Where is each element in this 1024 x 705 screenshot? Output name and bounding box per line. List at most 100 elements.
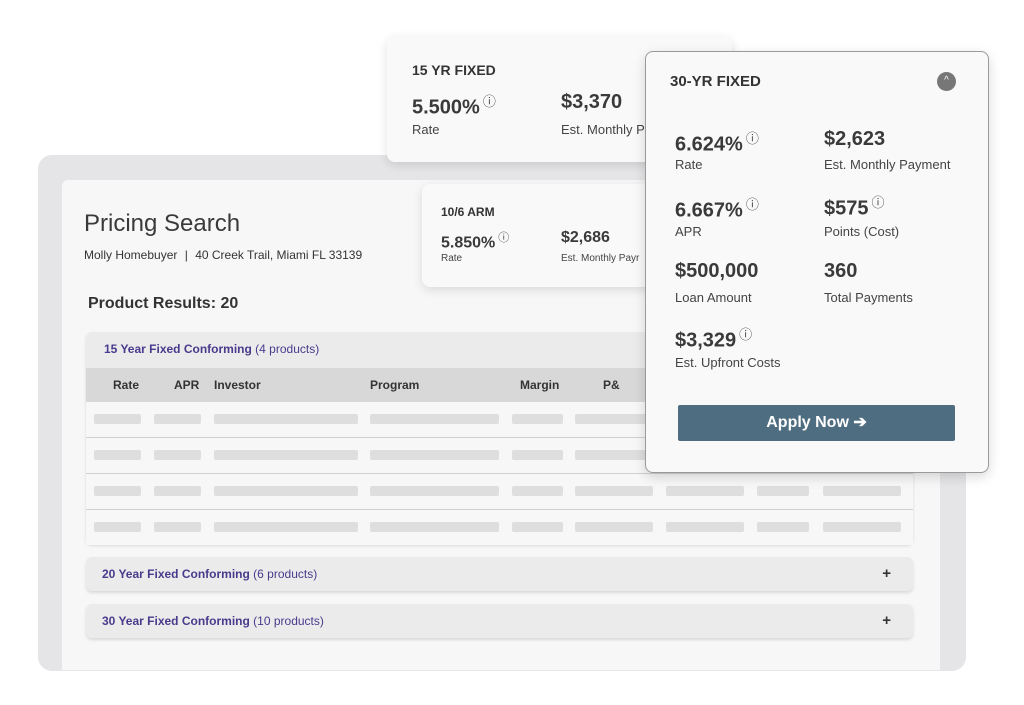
placeholder-cell [370, 414, 499, 424]
page-title: Pricing Search [84, 210, 241, 237]
apply-now-button[interactable]: Apply Now ➔ [678, 405, 955, 441]
info-icon[interactable]: ⓘ [739, 327, 753, 342]
upfront-costs-label: Est. Upfront Costs [675, 355, 781, 370]
group-count: (10 products) [253, 614, 324, 628]
placeholder-cell [823, 522, 901, 532]
card-title: 15 YR FIXED [412, 62, 496, 78]
rate-label: Rate [441, 253, 463, 264]
info-icon[interactable]: ⓘ [745, 197, 759, 212]
placeholder-cell [154, 486, 201, 496]
column-header-p-and-i[interactable]: P& [603, 378, 620, 392]
info-icon[interactable]: ⓘ [498, 232, 510, 244]
accordion-30-year-fixed[interactable]: 30 Year Fixed Conforming (10 products) + [86, 604, 913, 638]
property-address: 40 Creek Trail, Miami FL 33139 [195, 248, 363, 262]
rate-value: 5.850% ⓘ [441, 229, 509, 252]
payment-value: $2,686 [561, 229, 610, 246]
info-icon[interactable]: ⓘ [482, 94, 496, 109]
table-row[interactable] [86, 474, 913, 510]
placeholder-cell [94, 414, 141, 424]
total-payments-value: 360 [824, 260, 858, 282]
apr-label: APR [675, 224, 702, 239]
payment-value: $2,623 [824, 128, 886, 150]
column-header-apr[interactable]: APR [174, 378, 200, 392]
placeholder-cell [370, 522, 499, 532]
placeholder-cell [370, 450, 499, 460]
placeholder-cell [214, 522, 358, 532]
rate-card-10-6-arm[interactable]: 10/6 ARM 5.850% ⓘ Rate $2,686 Est. Monthl… [422, 184, 662, 287]
expand-icon[interactable]: + [882, 612, 891, 629]
payment-label: Est. Monthly P [561, 122, 645, 137]
table-body [86, 402, 913, 545]
rate-value: 5.500% ⓘ [412, 91, 496, 120]
placeholder-cell [214, 450, 358, 460]
upfront-costs-value: $3,329 ⓘ [675, 324, 752, 353]
payment-label: Est. Monthly Payment [824, 157, 951, 172]
payment-label: Est. Monthly Payr [561, 253, 640, 264]
payment-value: $3,370 [561, 91, 623, 113]
loan-amount-label: Loan Amount [675, 290, 752, 305]
card-title: 10/6 ARM [441, 205, 495, 219]
placeholder-cell [154, 450, 201, 460]
expand-icon[interactable]: + [882, 565, 891, 582]
apr-text: 6.667% [675, 199, 743, 222]
points-text: $575 [824, 197, 869, 220]
placeholder-cell [823, 486, 901, 496]
placeholder-cell [94, 486, 141, 496]
separator: | [184, 248, 188, 262]
borrower-line: Molly Homebuyer | 40 Creek Trail, Miami … [84, 248, 362, 262]
group-name: 20 Year Fixed Conforming [102, 567, 250, 581]
info-icon[interactable]: ⓘ [745, 131, 759, 146]
placeholder-cell [512, 450, 563, 460]
rate-text: 6.624% [675, 133, 743, 156]
accordion-20-year-fixed[interactable]: 20 Year Fixed Conforming (6 products) + [86, 557, 913, 591]
group-name: 30 Year Fixed Conforming [102, 614, 250, 628]
placeholder-cell [757, 522, 809, 532]
placeholder-cell [214, 414, 358, 424]
placeholder-cell [94, 522, 141, 532]
table-row[interactable] [86, 402, 913, 438]
rate-text: 5.850% [441, 234, 496, 252]
card-title: 30-YR FIXED [670, 73, 761, 90]
placeholder-cell [370, 486, 499, 496]
placeholder-cell [575, 450, 653, 460]
placeholder-cell [154, 414, 201, 424]
rate-text: 5.500% [412, 96, 480, 119]
group-name: 15 Year Fixed Conforming [104, 342, 252, 356]
accordion-header[interactable]: 20 Year Fixed Conforming (6 products) [86, 557, 913, 591]
rate-label: Rate [412, 122, 440, 137]
placeholder-cell [512, 522, 563, 532]
points-value: $575 ⓘ [824, 192, 885, 221]
apr-value: 6.667% ⓘ [675, 194, 759, 223]
collapse-icon[interactable]: ^ [937, 72, 956, 91]
rate-card-30yr: 30-YR FIXED ^ 6.624% ⓘ Rate $2,623 Est. M… [645, 51, 989, 473]
column-header-margin[interactable]: Margin [520, 378, 560, 392]
rate-label: Rate [675, 157, 703, 172]
placeholder-cell [575, 414, 653, 424]
borrower-name: Molly Homebuyer [84, 248, 178, 262]
info-icon[interactable]: ⓘ [871, 195, 885, 210]
placeholder-cell [94, 450, 141, 460]
placeholder-cell [666, 486, 744, 496]
points-label: Points (Cost) [824, 224, 900, 239]
product-results-count: Product Results: 20 [88, 295, 239, 312]
placeholder-cell [757, 486, 809, 496]
placeholder-cell [666, 522, 744, 532]
column-header-investor[interactable]: Investor [214, 378, 261, 392]
column-header-program[interactable]: Program [370, 378, 420, 392]
group-count: (6 products) [253, 567, 318, 581]
total-payments-label: Total Payments [824, 290, 913, 305]
table-row[interactable] [86, 510, 913, 545]
rate-value: 6.624% ⓘ [675, 128, 759, 157]
table-row[interactable] [86, 438, 913, 474]
accordion-header[interactable]: 15 Year Fixed Conforming (4 products) [86, 332, 913, 366]
group-count: (4 products) [255, 342, 320, 356]
placeholder-cell [512, 486, 563, 496]
placeholder-cell [154, 522, 201, 532]
loan-amount-value: $500,000 [675, 260, 759, 282]
placeholder-cell [575, 522, 653, 532]
accordion-header[interactable]: 30 Year Fixed Conforming (10 products) [86, 604, 913, 638]
column-header-rate[interactable]: Rate [113, 378, 140, 392]
placeholder-cell [512, 414, 563, 424]
upfront-text: $3,329 [675, 329, 737, 352]
placeholder-cell [214, 486, 358, 496]
